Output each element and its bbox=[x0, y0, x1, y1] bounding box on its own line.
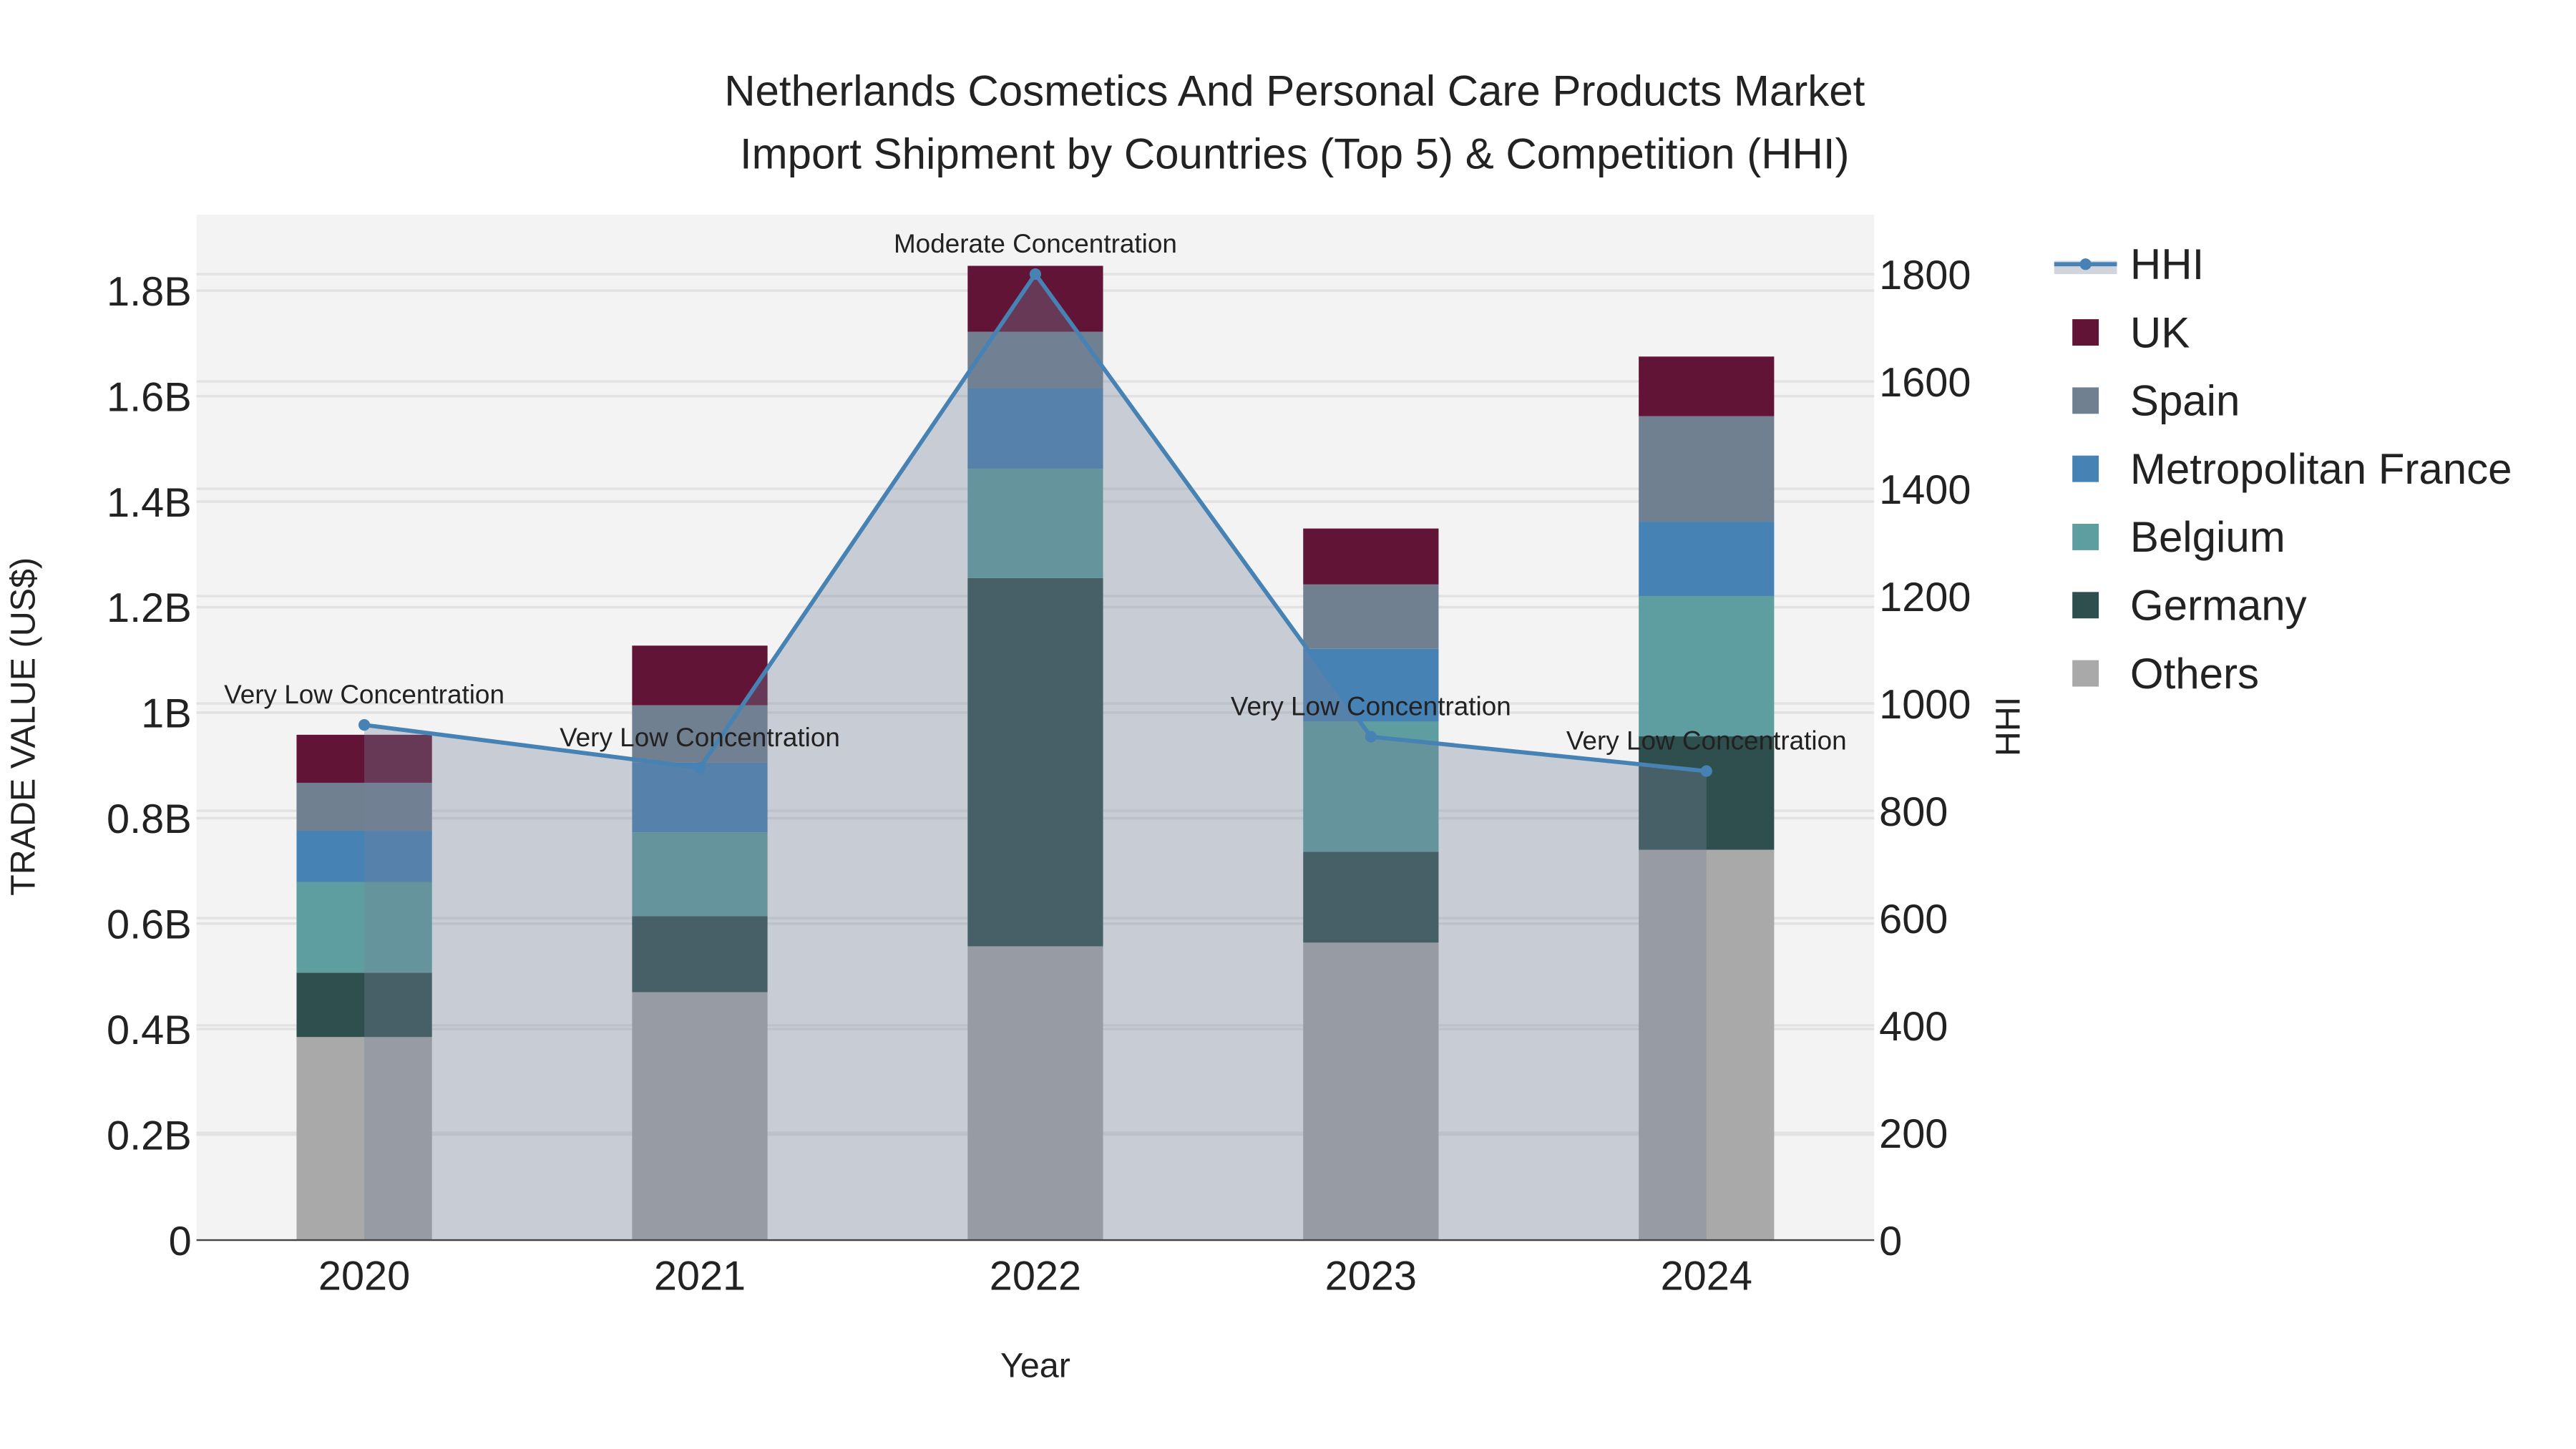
legend-swatch-others bbox=[2072, 660, 2099, 687]
y-tick-label: 1.8B bbox=[107, 269, 192, 315]
bar-metropolitan-france-2022 bbox=[967, 388, 1103, 469]
hhi-series: Very Low Concentration Very Low Concentra… bbox=[224, 229, 1847, 1241]
hhi-annotation-2020: Very Low Concentration bbox=[224, 680, 504, 709]
hhi-annotation-2024: Very Low Concentration bbox=[1566, 726, 1847, 756]
y-tick-label: 1B bbox=[141, 691, 192, 737]
y-tick-label: 1.2B bbox=[107, 585, 192, 631]
y-tick-label: 1.4B bbox=[107, 480, 192, 526]
legend-label-uk: UK bbox=[2130, 308, 2190, 356]
y-tick-label: 0.4B bbox=[107, 1008, 192, 1053]
bar-uk-2023 bbox=[1303, 528, 1439, 585]
y-tick-label: 0.8B bbox=[107, 796, 192, 842]
hhi-point-2022 bbox=[1029, 268, 1041, 280]
x-tick-label: 2022 bbox=[990, 1253, 1081, 1299]
bar-spain-2023 bbox=[1303, 584, 1439, 649]
bar-germany-2020 bbox=[296, 972, 432, 1038]
x-tick-label: 2021 bbox=[654, 1253, 746, 1299]
y2-tick-label: 1400 bbox=[1879, 467, 1971, 513]
bar-uk-2024 bbox=[1639, 356, 1775, 416]
bar-germany-2022 bbox=[967, 577, 1103, 947]
hhi-annotation-2021: Very Low Concentration bbox=[560, 723, 840, 752]
y-tick-label: 0.2B bbox=[107, 1113, 192, 1158]
hhi-point-2021 bbox=[693, 762, 706, 774]
y2-axis-label: HHI bbox=[1989, 697, 2027, 756]
legend-swatch-spain bbox=[2072, 387, 2099, 414]
bar-others-2021 bbox=[632, 992, 768, 1241]
bar-belgium-2024 bbox=[1639, 595, 1775, 737]
y-tick-label: 0.6B bbox=[107, 902, 192, 948]
y2-tick-label: 1000 bbox=[1879, 682, 1971, 728]
legend-swatch-metropolitan-france bbox=[2072, 455, 2099, 482]
legend-swatch-belgium bbox=[2072, 524, 2099, 550]
bar-metropolitan-france-2020 bbox=[296, 831, 432, 882]
hhi-annotation-2022: Moderate Concentration bbox=[894, 229, 1177, 258]
bars bbox=[296, 265, 1775, 1241]
legend-hhi-marker-icon bbox=[2079, 258, 2092, 270]
hhi-point-2023 bbox=[1365, 731, 1377, 743]
y-tick-label: 1.6B bbox=[107, 374, 192, 420]
chart-title-line2: Import Shipment by Countries (Top 5) & C… bbox=[740, 130, 1850, 177]
y2-tick-label: 1200 bbox=[1879, 575, 1971, 620]
bar-belgium-2020 bbox=[296, 882, 432, 973]
bar-germany-2021 bbox=[632, 916, 768, 992]
legend-label-germany: Germany bbox=[2130, 582, 2307, 630]
bar-uk-2021 bbox=[632, 645, 768, 706]
legend-label-spain: Spain bbox=[2130, 377, 2240, 425]
y2-tick-label: 200 bbox=[1879, 1111, 1948, 1157]
bar-germany-2024 bbox=[1639, 736, 1775, 850]
bar-belgium-2021 bbox=[632, 832, 768, 917]
x-tick-label: 2023 bbox=[1325, 1253, 1417, 1299]
x-tick-label: 2024 bbox=[1661, 1253, 1752, 1299]
bar-others-2020 bbox=[296, 1037, 432, 1241]
hhi-annotation-2023: Very Low Concentration bbox=[1231, 692, 1511, 721]
bar-spain-2021 bbox=[632, 705, 768, 763]
bar-metropolitan-france-2024 bbox=[1639, 522, 1775, 596]
bar-germany-2023 bbox=[1303, 852, 1439, 943]
legend-label-others: Others bbox=[2130, 650, 2259, 698]
y-tick-label: 0 bbox=[169, 1219, 192, 1264]
bar-uk-2020 bbox=[296, 734, 432, 783]
legend: HHI UK Spain Metropolitan France Belgium Germ… bbox=[2054, 240, 2512, 698]
bar-others-2023 bbox=[1303, 942, 1439, 1241]
hhi-point-2020 bbox=[358, 719, 371, 731]
legend-label-belgium: Belgium bbox=[2130, 513, 2285, 561]
chart-title-line1: Netherlands Cosmetics And Personal Care … bbox=[724, 67, 1865, 115]
hhi-point-2024 bbox=[1700, 765, 1712, 777]
x-axis-label: Year bbox=[1000, 1347, 1070, 1385]
y2-tick-label: 800 bbox=[1879, 789, 1948, 835]
legend-label-metropolitan-france: Metropolitan France bbox=[2130, 445, 2512, 493]
bar-others-2022 bbox=[967, 946, 1103, 1241]
y-axis-ticks: 0 0.2B 0.4B 0.6B 0.8B 1B 1.2B 1.4B 1.6B 1.8B bbox=[107, 269, 192, 1264]
y2-axis-ticks: 0 200 400 600 800 1000 1200 1400 1600 1800 bbox=[1879, 253, 1971, 1264]
y2-tick-label: 600 bbox=[1879, 897, 1948, 942]
legend-swatch-germany bbox=[2072, 592, 2099, 619]
bar-spain-2020 bbox=[296, 782, 432, 831]
y2-tick-label: 1800 bbox=[1879, 253, 1971, 298]
bar-metropolitan-france-2021 bbox=[632, 762, 768, 833]
bar-belgium-2022 bbox=[967, 469, 1103, 578]
bar-metropolitan-france-2023 bbox=[1303, 648, 1439, 722]
y2-tick-label: 400 bbox=[1879, 1004, 1948, 1050]
legend-label-hhi: HHI bbox=[2130, 240, 2204, 288]
x-tick-label: 2020 bbox=[318, 1253, 410, 1299]
y-axis-label: TRADE VALUE (US$) bbox=[4, 557, 42, 896]
bar-others-2024 bbox=[1639, 849, 1775, 1241]
y2-tick-label: 1600 bbox=[1879, 360, 1971, 406]
x-axis-ticks: 2020 2021 2022 2023 2024 bbox=[318, 1253, 1752, 1299]
legend-swatch-uk bbox=[2072, 319, 2099, 346]
hhi-area bbox=[364, 274, 1707, 1241]
y2-tick-label: 0 bbox=[1879, 1219, 1902, 1264]
bar-spain-2024 bbox=[1639, 416, 1775, 522]
